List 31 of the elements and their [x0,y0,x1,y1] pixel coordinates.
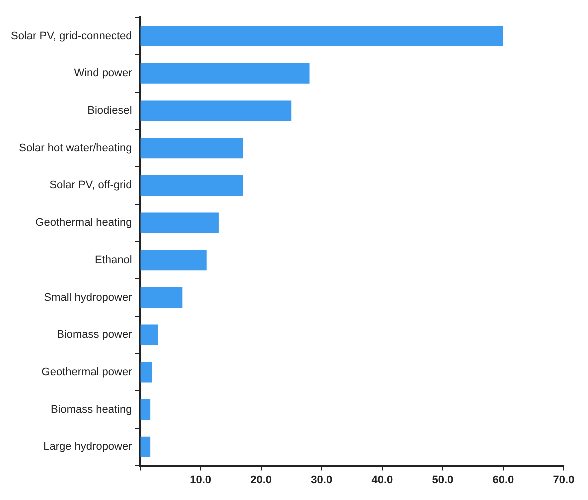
bar [140,400,151,420]
x-tick-label: 50.0 [432,474,454,486]
y-tick-label: Geothermal heating [36,217,132,230]
y-tick-label: Small hydropower [44,292,133,304]
y-tick-label: Solar hot water/heating [19,142,132,154]
bar [140,212,219,234]
x-tick-label: 70.0 [553,474,575,486]
x-tick-label: 40.0 [372,474,394,486]
bar [140,287,183,308]
y-tick-label: Geothermal power [42,366,133,378]
bar [140,100,292,122]
bar [140,250,207,271]
y-tick-label: Biodiesel [88,105,132,118]
x-tick-label: 60.0 [492,474,514,486]
bar [140,138,244,159]
bar [140,175,244,196]
y-tick-label: Biomass heating [50,404,132,416]
y-tick-label: Solar PV, off-grid [50,180,132,192]
bar [140,362,152,383]
y-tick-label: Ethanol [94,254,132,266]
bar [140,324,158,346]
bar [140,63,310,84]
x-tick-label: 20.0 [250,474,272,486]
y-tick-label: Wind power [74,68,133,80]
x-tick-label: 30.0 [311,474,333,486]
y-tick-label: Solar PV, grid-connected [11,30,132,42]
bar [140,436,151,458]
y-tick-label: Large hydropower [44,441,133,454]
x-tick-label: 10.0 [190,474,212,486]
y-tick-label: Biomass power [57,329,133,342]
bar [140,26,504,47]
